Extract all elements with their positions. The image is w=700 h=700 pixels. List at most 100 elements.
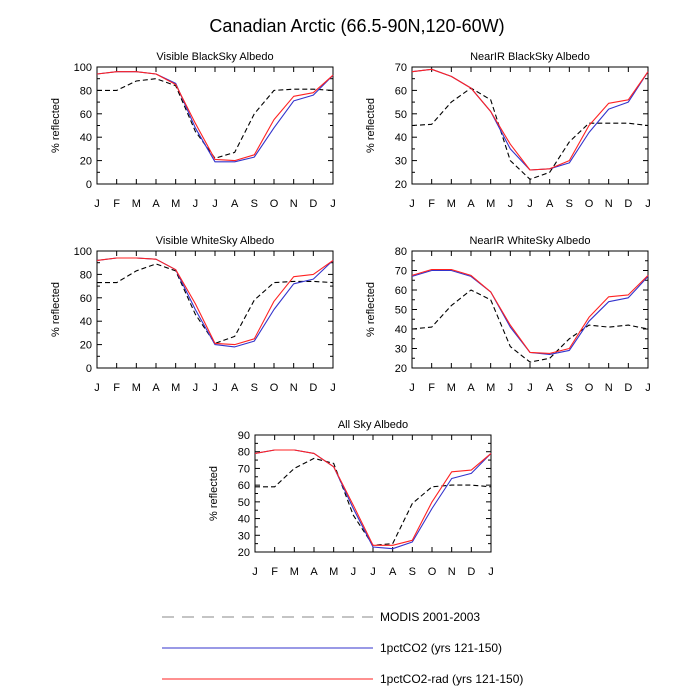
x-tick-label: J [193, 382, 199, 394]
x-tick-label: O [270, 198, 279, 210]
x-tick-label: S [566, 382, 573, 394]
y-tick-label: 70 [395, 266, 407, 278]
x-tick-label: J [351, 566, 357, 578]
series-line-1pctco2-rad [411, 68, 649, 171]
x-tick-label: S [409, 566, 416, 578]
x-tick-label: A [231, 198, 239, 210]
series-line-modis [411, 289, 649, 363]
x-tick-label: N [290, 198, 298, 210]
plot-frame [411, 66, 649, 185]
y-tick-label: 20 [80, 156, 92, 168]
y-tick-label: 50 [238, 497, 250, 509]
y-axis-label: % reflected [208, 466, 220, 521]
x-tick-label: J [94, 198, 100, 210]
series-line-modis [411, 87, 649, 180]
series-line-1pctco2-rad [254, 449, 492, 546]
y-tick-label: 80 [238, 447, 250, 459]
x-tick-label: A [231, 382, 239, 394]
x-tick-label: M [447, 198, 456, 210]
x-tick-label: J [488, 566, 494, 578]
x-tick-label: N [605, 198, 613, 210]
x-tick-label: A [467, 198, 475, 210]
series-line-modis [97, 263, 334, 344]
chart-panels: Visible BlackSky Albedo % reflected 0 20 40 6… [50, 51, 651, 578]
y-tick-label: 20 [395, 363, 407, 375]
x-tick-label: A [389, 566, 397, 578]
y-tick-label: 80 [80, 269, 92, 281]
panel-title: Visible BlackSky Albedo [156, 51, 273, 63]
y-axis-label: % reflected [50, 98, 62, 153]
series-line-1pctco2 [254, 449, 492, 550]
y-tick-label: 40 [238, 514, 250, 526]
x-tick-label: J [330, 198, 336, 210]
x-tick-label: N [290, 382, 298, 394]
x-tick-label: S [251, 198, 258, 210]
x-tick-label: J [409, 198, 415, 210]
y-tick-label: 60 [238, 480, 250, 492]
series-line-modis [97, 78, 334, 159]
chart-panel: Visible BlackSky Albedo % reflected 0 20 40 6… [50, 51, 336, 210]
x-tick-label: M [329, 566, 338, 578]
figure-title: Canadian Arctic (66.5-90N,120-60W) [209, 16, 504, 36]
x-tick-label: J [645, 382, 651, 394]
x-tick-label: M [486, 382, 495, 394]
y-tick-label: 20 [395, 179, 407, 191]
y-tick-label: 30 [395, 344, 407, 356]
y-tick-label: 40 [395, 324, 407, 336]
x-tick-label: O [270, 382, 279, 394]
y-axis-label: % reflected [50, 282, 62, 337]
x-tick-label: J [252, 566, 258, 578]
y-tick-label: 80 [80, 85, 92, 97]
x-tick-label: M [290, 566, 299, 578]
y-tick-label: 70 [395, 62, 407, 74]
legend: MODIS 2001-2003 1pctCO2 (yrs 121-150) 1pct… [162, 610, 523, 686]
x-tick-label: O [585, 382, 594, 394]
series-line-1pctco2 [96, 71, 334, 163]
x-tick-label: F [271, 566, 278, 578]
legend-label: MODIS 2001-2003 [380, 610, 480, 624]
x-tick-label: J [508, 198, 514, 210]
x-tick-label: D [624, 198, 632, 210]
x-tick-label: M [486, 198, 495, 210]
series-line-1pctco2 [411, 269, 649, 355]
x-tick-label: J [212, 198, 218, 210]
x-tick-label: N [448, 566, 456, 578]
legend-label: 1pctCO2 (yrs 121-150) [380, 641, 502, 655]
x-tick-label: J [645, 198, 651, 210]
x-tick-label: D [624, 382, 632, 394]
y-tick-label: 80 [395, 246, 407, 258]
y-tick-label: 30 [238, 530, 250, 542]
y-tick-label: 20 [80, 340, 92, 352]
x-tick-label: O [585, 198, 594, 210]
chart-panel: NearIR WhiteSky Albedo % reflected 20 30 40 5… [365, 235, 651, 394]
y-tick-label: 70 [238, 463, 250, 475]
y-axis-label: % reflected [365, 282, 377, 337]
x-tick-label: D [467, 566, 475, 578]
x-tick-label: J [330, 382, 336, 394]
x-tick-label: J [527, 198, 533, 210]
y-tick-label: 100 [74, 246, 92, 258]
x-tick-label: S [251, 382, 258, 394]
series-line-1pctco2-rad [96, 71, 334, 162]
x-tick-label: A [467, 382, 475, 394]
y-tick-label: 50 [395, 305, 407, 317]
y-tick-label: 0 [86, 179, 92, 191]
x-tick-label: J [527, 382, 533, 394]
x-tick-label: M [171, 198, 180, 210]
y-tick-label: 60 [80, 293, 92, 305]
panel-title: NearIR WhiteSky Albedo [469, 235, 590, 247]
x-tick-label: N [605, 382, 613, 394]
y-tick-label: 60 [395, 285, 407, 297]
y-tick-label: 40 [80, 316, 92, 328]
y-tick-label: 90 [238, 430, 250, 442]
x-tick-label: A [152, 198, 160, 210]
x-tick-label: J [409, 382, 415, 394]
x-tick-label: J [212, 382, 218, 394]
y-tick-label: 20 [238, 547, 250, 559]
x-tick-label: M [171, 382, 180, 394]
x-tick-label: F [428, 382, 435, 394]
y-tick-label: 40 [395, 132, 407, 144]
x-tick-label: A [310, 566, 318, 578]
y-tick-label: 40 [80, 132, 92, 144]
x-tick-label: A [546, 198, 554, 210]
